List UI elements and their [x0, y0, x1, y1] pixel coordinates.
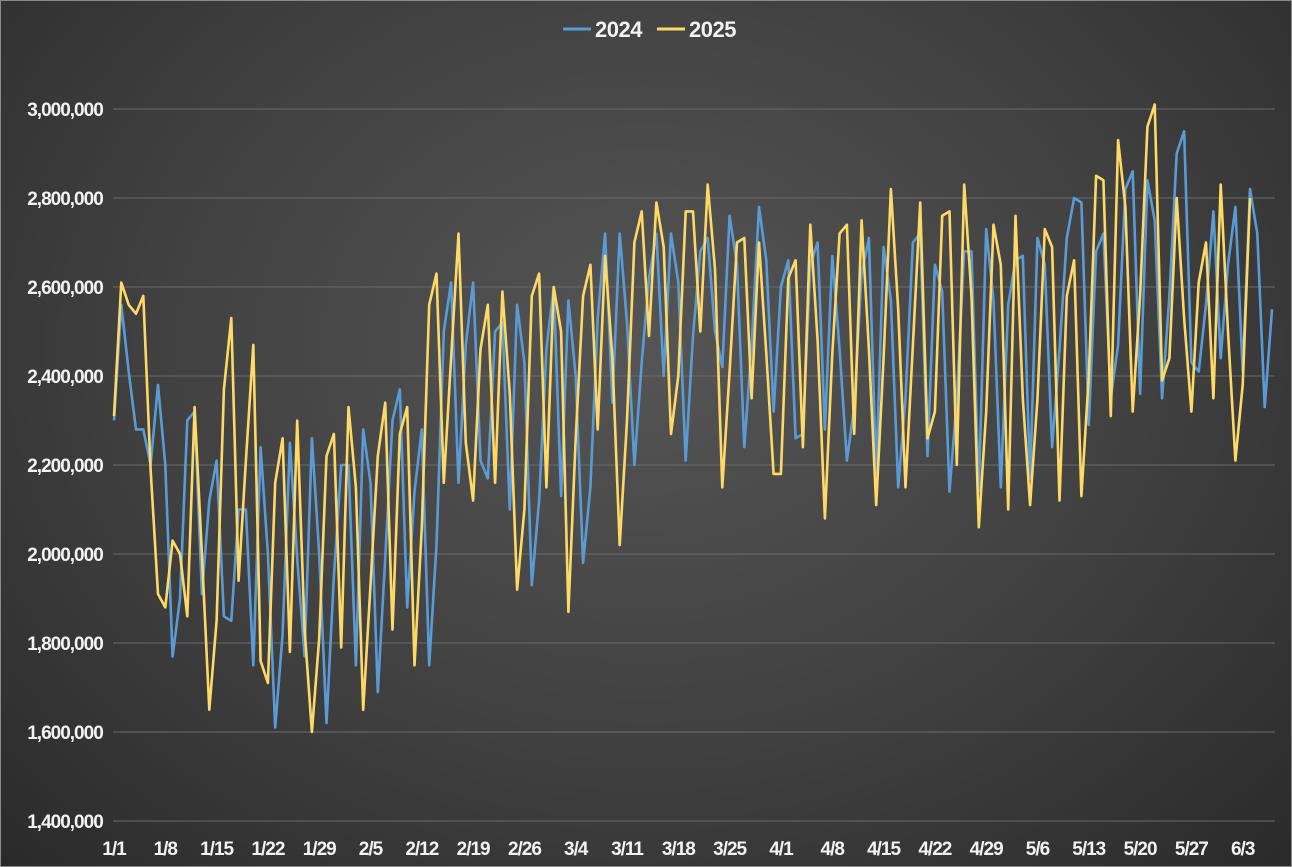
y-axis: 1,400,000 1,600,000 1,800,000 2,000,000 2,20… — [27, 100, 104, 833]
legend: 2024 2025 — [563, 17, 737, 42]
x-tick-label: 1/15 — [200, 839, 234, 860]
x-tick-label: 3/11 — [611, 839, 644, 860]
legend-label-2025: 2025 — [689, 17, 736, 42]
series-lines — [112, 103, 1274, 734]
x-tick-label: 1/22 — [251, 839, 284, 860]
y-tick-label: 2,800,000 — [27, 189, 103, 210]
x-tick-label: 4/22 — [918, 839, 951, 860]
x-tick-label: 5/27 — [1175, 839, 1208, 860]
x-tick-label: 3/4 — [564, 839, 589, 860]
series-line-2025 — [112, 103, 1252, 734]
x-tick-label: 3/25 — [713, 839, 747, 860]
x-tick-label: 6/3 — [1231, 839, 1255, 860]
x-tick-label: 3/18 — [662, 839, 695, 860]
x-tick-label: 2/5 — [359, 839, 384, 860]
y-tick-label: 2,000,000 — [27, 545, 103, 566]
x-tick-label: 4/29 — [970, 839, 1003, 860]
y-tick-label: 2,400,000 — [27, 367, 103, 388]
y-tick-label: 1,400,000 — [27, 812, 103, 833]
y-tick-label: 2,200,000 — [27, 456, 103, 477]
legend-label-2024: 2024 — [595, 17, 643, 42]
x-tick-label: 2/12 — [405, 839, 438, 860]
series-line-2024 — [112, 130, 1274, 729]
x-axis: 1/1 1/8 1/15 1/22 1/29 2/5 2/12 2/19 2/26 3/4 3/11… — [102, 839, 1256, 860]
y-tick-label: 2,600,000 — [27, 278, 103, 299]
x-tick-label: 5/20 — [1124, 839, 1157, 860]
x-tick-label: 4/1 — [769, 839, 794, 860]
x-tick-label: 2/19 — [457, 839, 490, 860]
x-tick-label: 5/13 — [1072, 839, 1105, 860]
x-tick-label: 2/26 — [508, 839, 541, 860]
x-tick-label: 1/29 — [303, 839, 336, 860]
y-tick-label: 1,600,000 — [27, 723, 103, 744]
x-tick-label: 1/8 — [154, 839, 178, 860]
y-tick-label: 1,800,000 — [27, 634, 103, 655]
x-tick-label: 1/1 — [102, 839, 127, 860]
y-tick-label: 3,000,000 — [27, 100, 103, 121]
x-tick-label: 5/6 — [1026, 839, 1050, 860]
x-tick-label: 4/8 — [821, 839, 845, 860]
x-tick-label: 4/15 — [867, 839, 901, 860]
